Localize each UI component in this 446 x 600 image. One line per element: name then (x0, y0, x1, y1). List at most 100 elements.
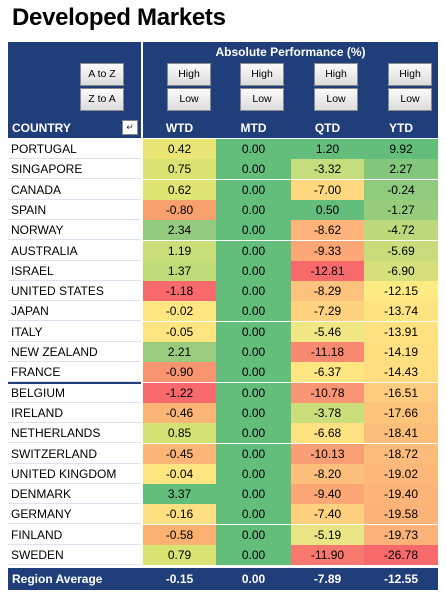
table-row: UNITED STATES -1.18 0.00 -8.29 -12.15 (8, 281, 438, 302)
country-name: NORWAY (11, 223, 64, 238)
table-row: PORTUGAL 0.42 0.00 1.20 9.92 (8, 139, 438, 159)
mtd-value: 0.00 (216, 402, 291, 423)
sort-controls-header: A to Z Z to A (8, 42, 141, 118)
qtd-value: -11.90 (291, 545, 364, 565)
sort-qtd-high-button[interactable]: High (314, 63, 358, 86)
row-divider (8, 279, 141, 281)
qtd-value: 1.20 (291, 139, 364, 159)
qtd-value: -9.33 (291, 240, 364, 261)
sort-ytd-high-button[interactable]: High (388, 63, 432, 86)
qtd-value: -10.78 (291, 382, 364, 403)
qtd-value: 0.50 (291, 199, 364, 220)
ytd-value: -1.27 (364, 199, 438, 220)
ytd-value: -5.69 (364, 240, 438, 261)
row-divider (8, 401, 141, 403)
sort-a-to-z-button[interactable]: A to Z (80, 63, 124, 86)
row-divider (8, 564, 141, 565)
wtd-value: -0.80 (143, 199, 216, 220)
region-average-ytd: -12.55 (383, 572, 419, 586)
table-row: IRELAND -0.46 0.00 -3.78 -17.66 (8, 402, 438, 423)
ytd-value: 9.92 (364, 139, 438, 159)
wtd-value: 1.19 (143, 240, 216, 261)
ytd-value: -16.51 (364, 382, 438, 403)
mtd-value: 0.00 (216, 281, 291, 302)
qtd-value: -11.18 (291, 342, 364, 362)
wtd-value: 2.21 (143, 342, 216, 362)
qtd-value: -12.81 (291, 260, 364, 281)
country-name: SWEDEN (11, 548, 64, 562)
mtd-value: 0.00 (216, 382, 291, 403)
table-row: AUSTRALIA 1.19 0.00 -9.33 -5.69 (8, 240, 438, 261)
wtd-value: 1.37 (143, 260, 216, 281)
absolute-performance-title: Absolute Performance (%) (215, 45, 366, 59)
wtd-value: -0.58 (143, 524, 216, 545)
mtd-value: 0.00 (216, 220, 291, 241)
wtd-value: -1.18 (143, 281, 216, 302)
qtd-value: -7.40 (291, 504, 364, 525)
country-name: UNITED KINGDOM (11, 466, 117, 481)
ytd-value: -12.15 (364, 281, 438, 302)
mtd-value: 0.00 (216, 484, 291, 505)
row-divider (8, 158, 141, 159)
filter-dropdown-icon[interactable]: ↵ (122, 120, 138, 135)
row-divider (8, 523, 141, 525)
wtd-value: 0.85 (143, 423, 216, 444)
table-row: BELGIUM -1.22 0.00 -10.78 -16.51 (8, 382, 438, 403)
sort-mtd-low-button[interactable]: Low (240, 88, 284, 111)
ytd-value: -13.91 (364, 321, 438, 342)
sort-wtd-high-button[interactable]: High (167, 63, 211, 86)
group-separator (8, 381, 141, 384)
table-row: FINLAND -0.58 0.00 -5.19 -19.73 (8, 524, 438, 545)
mtd-value: 0.00 (216, 240, 291, 261)
ytd-value: -0.24 (364, 179, 438, 200)
table-row: SINGAPORE 0.75 0.00 -3.32 2.27 (8, 159, 438, 180)
row-divider (8, 198, 141, 200)
ytd-value: -18.41 (364, 423, 438, 444)
qtd-value: -8.62 (291, 220, 364, 241)
country-name: SPAIN (11, 202, 47, 217)
sort-mtd-high-button[interactable]: High (240, 63, 284, 86)
ytd-value: -14.19 (364, 342, 438, 362)
sort-ytd-low-button[interactable]: Low (388, 88, 432, 111)
wtd-value: 0.75 (143, 159, 216, 180)
sort-z-to-a-button[interactable]: Z to A (80, 88, 124, 111)
qtd-value: -10.13 (291, 443, 364, 464)
region-average-wtd: -0.15 (165, 572, 194, 586)
country-name: IRELAND (11, 405, 64, 420)
absolute-performance-header: Absolute Performance (%) High Low High Low H… (143, 42, 438, 118)
country-name: FRANCE (11, 365, 61, 380)
mtd-value: 0.00 (216, 159, 291, 180)
qtd-value: -8.20 (291, 463, 364, 484)
row-divider (8, 320, 141, 322)
country-column-label: COUNTRY (12, 121, 71, 135)
table-row: SPAIN -0.80 0.00 0.50 -1.27 (8, 199, 438, 220)
ytd-column-header: YTD (364, 118, 438, 138)
country-name: SWITZERLAND (11, 446, 98, 461)
region-average-qtd: -7.89 (313, 572, 342, 586)
wtd-value: 0.42 (143, 139, 216, 159)
mtd-value: 0.00 (216, 362, 291, 383)
ytd-value: -19.40 (364, 484, 438, 505)
table-row: SWEDEN 0.79 0.00 -11.90 -26.78 (8, 545, 438, 565)
row-divider (8, 300, 141, 302)
country-name: BELGIUM (11, 385, 66, 400)
row-divider (8, 361, 141, 362)
row-divider (8, 462, 141, 464)
table-row: NEW ZEALAND 2.21 0.00 -11.18 -14.19 (8, 342, 438, 362)
sort-qtd-low-button[interactable]: Low (314, 88, 358, 111)
row-divider (8, 442, 141, 444)
mtd-value: 0.00 (216, 199, 291, 220)
table-row: UNITED KINGDOM -0.04 0.00 -8.20 -19.02 (8, 463, 438, 484)
ytd-value: -14.43 (364, 362, 438, 383)
sort-wtd-low-button[interactable]: Low (167, 88, 211, 111)
table-row: ITALY -0.05 0.00 -5.46 -13.91 (8, 321, 438, 342)
country-name: FINLAND (11, 527, 63, 542)
qtd-column-header: QTD (291, 118, 364, 138)
country-name: UNITED STATES (11, 284, 104, 299)
qtd-value: -5.46 (291, 321, 364, 342)
region-average-label: Region Average (12, 572, 103, 586)
table-row: CANADA 0.62 0.00 -7.00 -0.24 (8, 179, 438, 200)
wtd-value: -0.02 (143, 301, 216, 322)
mtd-value: 0.00 (216, 321, 291, 342)
row-divider (8, 259, 141, 261)
